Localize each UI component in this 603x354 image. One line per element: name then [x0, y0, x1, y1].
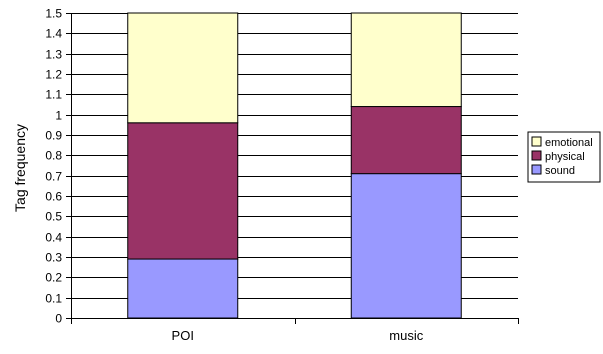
y-tick-label: 0.9: [45, 129, 62, 143]
y-tick-label: 1.4: [45, 27, 62, 41]
bar-segment-physical: [127, 122, 239, 260]
legend-swatch-emotional: [531, 136, 542, 147]
bar-segment-physical: [350, 106, 462, 175]
y-tick-label: 0.1: [45, 292, 62, 306]
y-tick-label: 0: [55, 312, 62, 326]
bar-layer: [127, 12, 462, 319]
y-tick-label: 0.5: [45, 210, 62, 224]
legend-swatch-sound: [531, 164, 542, 175]
y-tick-label: 1.3: [45, 48, 62, 62]
y-tick-label: 1.2: [45, 68, 62, 82]
x-tick-label: music: [389, 328, 423, 343]
y-tick-label: 0.2: [45, 271, 62, 285]
x-tick-label: POI: [172, 328, 194, 343]
bar-segment-sound: [127, 258, 239, 319]
legend-label-sound: sound: [545, 165, 575, 177]
legend: emotional physical sound: [527, 131, 601, 183]
y-tick-label: 1.1: [45, 88, 62, 102]
y-tick-label: 0.8: [45, 149, 62, 163]
bar-segment-emotional: [127, 12, 239, 124]
y-tick-label: 0.4: [45, 231, 62, 245]
legend-swatch-physical: [531, 150, 542, 161]
y-axis-label: Tag frequency: [12, 124, 28, 212]
axis-layer: 0 0.1 0.2 0.3 0.4 0.5 0.6 0.7 0.8 0.9 1 1.1 1.2 1.3 1.…: [45, 7, 519, 343]
y-tick-label: 0.3: [45, 251, 62, 265]
legend-label-emotional: emotional: [545, 137, 593, 149]
y-tick-label: 1.5: [45, 7, 62, 21]
legend-label-physical: physical: [545, 151, 585, 163]
y-tick-label: 0.6: [45, 190, 62, 204]
y-tick-label: 0.7: [45, 170, 62, 184]
bar-segment-sound: [350, 173, 462, 319]
y-tick-label: 1: [55, 109, 62, 123]
bar-segment-emotional: [350, 12, 462, 108]
